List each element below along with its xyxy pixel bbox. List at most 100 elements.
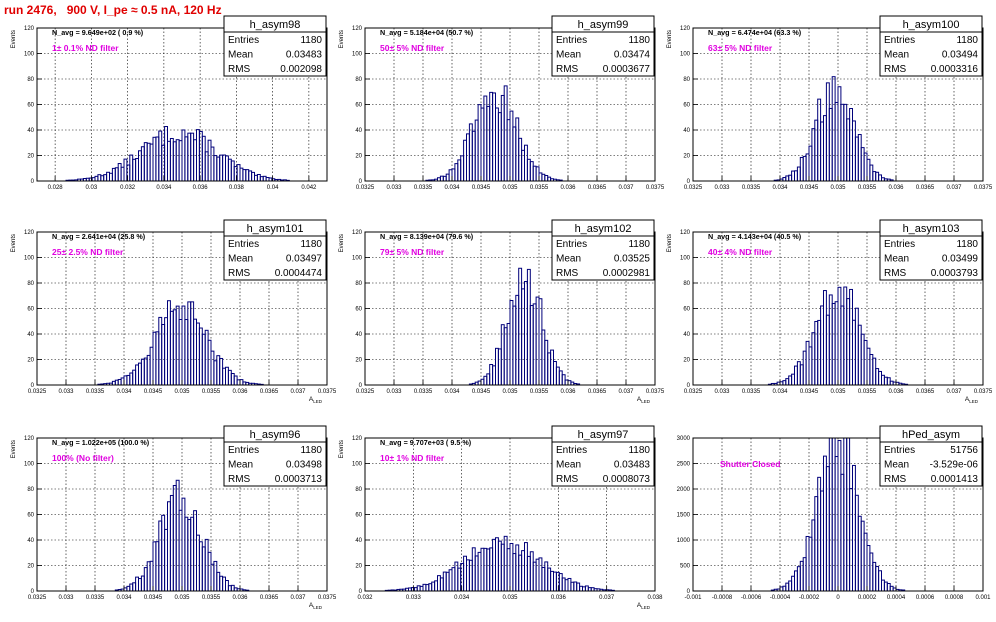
- x-axis-label: ALED: [637, 396, 651, 404]
- x-axis-label: ALED: [309, 602, 323, 610]
- x-tick-label: 0.034: [116, 389, 132, 395]
- x-tick-label: 0.0335: [742, 185, 761, 191]
- x-axis-label: ALED: [637, 602, 651, 610]
- x-tick-label: 0.0365: [916, 185, 935, 191]
- x-tick-label: 0.0365: [260, 389, 279, 395]
- histogram-panel-hPed_asym: -0.001 -0.0008 -0.0006 -0.0004 -0.0002 0 0.000…: [677, 425, 991, 601]
- stats-label-entries: Entries: [228, 35, 259, 46]
- y-tick-label: 1000: [677, 538, 691, 544]
- x-tick-label: 0.0355: [858, 389, 877, 395]
- x-tick-label: 0.035: [174, 389, 190, 395]
- x-tick-label: 0.034: [444, 185, 460, 191]
- histogram-panel-h_asym103: 0.0325 0.033 0.0335 0.034 0.0345 0.035 0.0355 0…: [667, 219, 993, 404]
- y-tick-label: 40: [355, 128, 362, 134]
- filter-annotation: 40± 4% ND filter: [708, 247, 773, 257]
- y-tick-label: 1500: [677, 513, 691, 519]
- x-tick-label: -0.0006: [741, 595, 762, 601]
- x-tick-label: 0.0325: [684, 185, 703, 191]
- y-tick-label: 60: [355, 513, 362, 519]
- x-tick-label: 0.037: [618, 389, 634, 395]
- stats-value-rms: 0.0004474: [275, 268, 323, 279]
- x-tick-label: 0.033: [58, 595, 74, 601]
- x-tick-label: 0.036: [888, 389, 904, 395]
- stats-label-mean: Mean: [556, 254, 581, 265]
- stats-label-mean: Mean: [556, 50, 581, 61]
- x-tick-label: 0.033: [386, 185, 402, 191]
- x-tick-label: 0.037: [290, 595, 306, 601]
- stats-box: h_asym97 Entries 1180 Mean 0.03483 RMS 0.00080…: [551, 425, 655, 487]
- y-tick-label: 100: [24, 462, 35, 468]
- navg-label: N_avg = 4.143e+04 (40.5 %): [708, 232, 802, 241]
- stats-value-rms: 0.0003713: [275, 474, 323, 485]
- histogram-panel-h_asym98: 0.028 0.03 0.032 0.034 0.036 0.038 0.04 0.042 0 2…: [11, 15, 328, 191]
- stats-value-entries: 1180: [956, 239, 978, 250]
- y-tick-label: 40: [355, 332, 362, 338]
- y-tick-label: 80: [355, 281, 362, 287]
- x-tick-label: 0.0355: [858, 185, 877, 191]
- histogram-name: h_asym98: [250, 19, 301, 31]
- x-tick-label: 0.035: [502, 389, 518, 395]
- x-tick-label: 0.0345: [800, 389, 819, 395]
- x-tick-label: 0.04: [267, 185, 279, 191]
- stats-value-mean: 0.03474: [614, 50, 651, 61]
- x-tick-label: 0.0355: [530, 185, 549, 191]
- y-tick-label: 60: [27, 307, 34, 313]
- x-tick-label: 0.034: [454, 595, 470, 601]
- y-tick-label: 0: [687, 383, 691, 389]
- y-tick-label: 80: [683, 77, 690, 83]
- x-tick-label: 0: [836, 595, 840, 601]
- x-tick-label: 0.034: [156, 185, 172, 191]
- y-tick-label: 0: [359, 179, 363, 185]
- navg-label: N_avg = 2.641e+04 (25.8 %): [52, 232, 146, 241]
- y-axis-label: Events: [11, 440, 17, 458]
- x-tick-label: 0.035: [174, 595, 190, 601]
- x-tick-label: 0.0365: [260, 595, 279, 601]
- x-tick-label: 0.0375: [974, 185, 993, 191]
- x-tick-label: 0.0375: [318, 595, 337, 601]
- x-tick-label: 0.0325: [684, 389, 703, 395]
- stats-value-entries: 1180: [956, 35, 978, 46]
- stats-value-mean: 0.03525: [614, 254, 651, 265]
- x-tick-label: 0.035: [830, 389, 846, 395]
- stats-value-rms: 0.0001413: [931, 474, 979, 485]
- filter-annotation: 79± 5% ND filter: [380, 247, 445, 257]
- stats-value-mean: 0.03483: [286, 50, 323, 61]
- y-tick-label: 80: [27, 281, 34, 287]
- y-tick-label: 100: [352, 256, 363, 262]
- y-tick-label: 100: [24, 52, 35, 58]
- y-tick-label: 0: [687, 589, 691, 595]
- y-tick-label: 40: [683, 332, 690, 338]
- y-tick-label: 40: [27, 128, 34, 134]
- stats-box-frame: [879, 425, 983, 487]
- histogram-name: h_asym96: [250, 429, 301, 441]
- filter-annotation: 63± 5% ND filter: [708, 43, 773, 53]
- stats-box-frame: [223, 425, 327, 487]
- x-tick-label: 0.035: [830, 185, 846, 191]
- y-tick-label: 60: [355, 307, 362, 313]
- x-tick-label: 0.0004: [887, 595, 906, 601]
- x-tick-label: 0.0375: [646, 389, 665, 395]
- stats-label-mean: Mean: [884, 460, 909, 471]
- x-tick-label: 0.0365: [588, 185, 607, 191]
- navg-label: N_avg = 5.184e+04 (50.7 %): [380, 28, 474, 37]
- histogram-panel-h_asym97: 0.032 0.033 0.034 0.035 0.036 0.037 0.038 0 20 40…: [339, 425, 663, 610]
- x-axis-label: ALED: [965, 396, 979, 404]
- y-tick-label: 0: [31, 383, 35, 389]
- stats-value-rms: 0.002098: [280, 64, 322, 75]
- stats-label-rms: RMS: [228, 268, 251, 279]
- navg-label: N_avg = 9.707e+03 ( 9.5 %): [380, 438, 472, 447]
- stats-value-entries: 1180: [628, 239, 650, 250]
- stats-label-mean: Mean: [884, 254, 909, 265]
- x-tick-label: 0.032: [357, 595, 373, 601]
- x-tick-label: 0.0335: [742, 389, 761, 395]
- stats-box: hPed_asym Entries 51756 Mean -3.529e-06 RMS 0.…: [879, 425, 983, 487]
- x-tick-label: 0.033: [58, 389, 74, 395]
- y-tick-label: 40: [683, 128, 690, 134]
- x-tick-label: 0.034: [772, 185, 788, 191]
- y-tick-label: 20: [27, 564, 34, 570]
- y-tick-label: 80: [27, 487, 34, 493]
- stats-label-rms: RMS: [884, 474, 907, 485]
- stats-label-entries: Entries: [228, 445, 259, 456]
- filter-annotation: 25± 2.5% ND filter: [52, 247, 124, 257]
- stats-value-mean: 0.03494: [942, 50, 979, 61]
